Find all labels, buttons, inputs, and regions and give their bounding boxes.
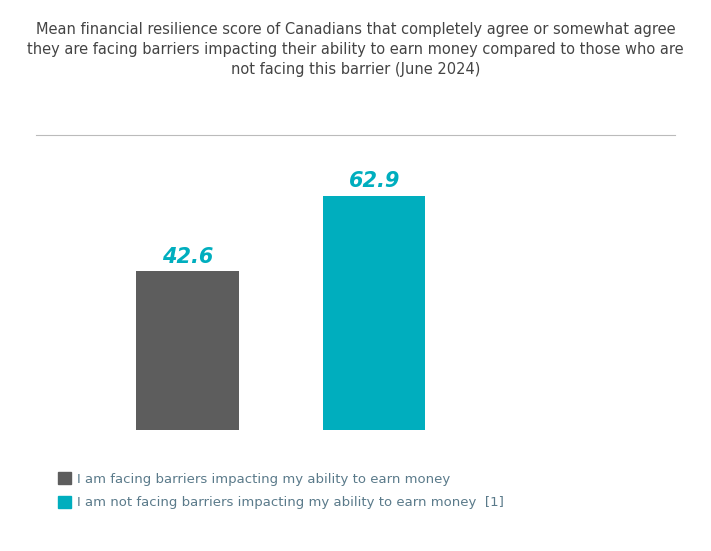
Bar: [323, 196, 425, 430]
Text: Mean financial resilience score of Canadians that completely agree or somewhat a: Mean financial resilience score of Canad…: [27, 22, 684, 77]
Text: 62.9: 62.9: [348, 171, 400, 191]
Legend: I am facing barriers impacting my ability to earn money, I am not facing barrier: I am facing barriers impacting my abilit…: [58, 472, 504, 510]
Bar: [137, 271, 239, 430]
Text: 42.6: 42.6: [162, 247, 213, 267]
